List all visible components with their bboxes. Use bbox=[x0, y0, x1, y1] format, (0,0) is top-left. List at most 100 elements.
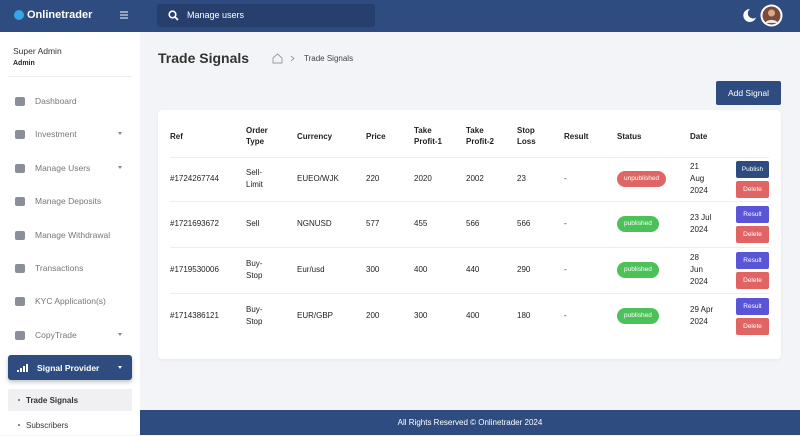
cell-text: - bbox=[564, 265, 567, 274]
date: 29 Apr 2024 bbox=[690, 305, 714, 327]
cell: Result Delete bbox=[736, 292, 769, 339]
date: 23 Jul 2024 bbox=[690, 213, 712, 234]
nav-icon bbox=[15, 330, 25, 340]
nav-label: Dashboard bbox=[35, 96, 77, 106]
user-name: Super Admin bbox=[13, 46, 62, 56]
nav-item[interactable]: KYC Application(s) bbox=[14, 293, 132, 309]
avatar[interactable] bbox=[760, 4, 783, 27]
cell: - bbox=[564, 246, 617, 293]
cell: 23 bbox=[517, 156, 564, 201]
nav-item[interactable]: CopyTrade bbox=[14, 327, 132, 343]
action-button[interactable]: Result bbox=[736, 205, 769, 223]
bullet bbox=[18, 424, 20, 426]
action-button[interactable]: Delete bbox=[736, 317, 769, 335]
cell: 400 bbox=[466, 292, 517, 339]
top-bar bbox=[0, 0, 800, 32]
cell-text: 566 bbox=[517, 219, 531, 228]
column-header bbox=[736, 118, 769, 157]
cell-text: 400 bbox=[414, 265, 428, 274]
cell: EUEO/WJK bbox=[297, 156, 366, 201]
divider bbox=[8, 76, 132, 77]
cell-text: - bbox=[564, 174, 567, 183]
table-row: #1724267744 Sell-Limit EUEO/WJK 220 2020 2002… bbox=[170, 156, 769, 201]
cell: - bbox=[564, 200, 617, 247]
nav-icon bbox=[15, 129, 25, 139]
cell: 566 bbox=[517, 200, 564, 247]
breadcrumb-icons bbox=[272, 53, 295, 64]
action-button[interactable]: Result bbox=[736, 297, 769, 315]
column-header: Take Profit-2 bbox=[466, 118, 517, 157]
brand-name: Onlinetrader bbox=[27, 9, 93, 21]
nav-icon bbox=[15, 196, 25, 206]
cell: 566 bbox=[466, 200, 517, 247]
action-button[interactable]: Delete bbox=[736, 271, 769, 289]
date: 28 Jun 2024 bbox=[690, 253, 708, 286]
submenu-item[interactable]: Subscribers bbox=[8, 414, 132, 436]
user-role: Admin bbox=[13, 60, 35, 67]
search-icon bbox=[168, 10, 179, 21]
column-header: Take Profit-1 bbox=[414, 118, 466, 157]
search-box[interactable]: Manage users bbox=[157, 4, 375, 27]
brand-icon bbox=[14, 10, 24, 20]
action-button[interactable]: Delete bbox=[736, 225, 769, 243]
nav-icon bbox=[15, 230, 25, 240]
cell: 2020 bbox=[414, 156, 466, 201]
cell-text: Sell-Limit bbox=[246, 168, 263, 189]
dark-mode-toggle[interactable] bbox=[741, 7, 757, 23]
action-button[interactable]: Publish bbox=[736, 160, 769, 178]
add-signal-button[interactable]: Add Signal bbox=[716, 81, 781, 105]
nav-active[interactable]: Signal Provider bbox=[8, 355, 132, 380]
nav-item[interactable]: Manage Deposits bbox=[14, 193, 132, 209]
cell: #1721693672 bbox=[170, 200, 246, 247]
caret bbox=[118, 166, 122, 169]
status-badge: published bbox=[617, 216, 659, 232]
nav-item[interactable]: Dashboard bbox=[14, 93, 132, 109]
nav-icon bbox=[15, 163, 25, 173]
column-label: Ref bbox=[170, 131, 183, 141]
submenu-item[interactable]: Trade Signals bbox=[8, 389, 132, 411]
cell: published bbox=[617, 246, 690, 293]
nav-item[interactable]: Investment bbox=[14, 126, 132, 142]
nav-label: Investment bbox=[35, 129, 77, 139]
column-label: Result bbox=[564, 131, 589, 141]
nav-item[interactable]: Manage Withdrawal bbox=[14, 227, 132, 243]
column-header: Date bbox=[690, 118, 736, 157]
column-label: Price bbox=[366, 131, 386, 141]
action-button[interactable]: Result bbox=[736, 251, 769, 269]
cell-text: 440 bbox=[466, 265, 480, 274]
cell-text: EUEO/WJK bbox=[297, 174, 339, 183]
brand[interactable]: Onlinetrader bbox=[14, 9, 92, 21]
menu-toggle[interactable] bbox=[119, 10, 129, 20]
cell: published bbox=[617, 200, 690, 247]
cell: Eur/usd bbox=[297, 246, 366, 293]
status-badge: unpublished bbox=[617, 171, 667, 187]
cell: unpublished bbox=[617, 156, 690, 201]
nav-item[interactable]: Transactions bbox=[14, 260, 132, 276]
cell: Result Delete bbox=[736, 246, 769, 293]
cell-text: #1719530006 bbox=[170, 265, 219, 274]
table-row: #1719530006 Buy-Stop Eur/usd 300 400 440 290 - p… bbox=[170, 246, 769, 293]
nav-item[interactable]: Manage Users bbox=[14, 160, 132, 176]
submenu-label: Subscribers bbox=[26, 420, 69, 430]
cell: Sell bbox=[246, 200, 297, 247]
action-button[interactable]: Delete bbox=[736, 180, 769, 198]
column-header: Result bbox=[564, 118, 617, 157]
cell-text: 577 bbox=[366, 219, 380, 228]
column-header: Stop Loss bbox=[517, 118, 564, 157]
caret bbox=[118, 366, 122, 369]
date: 21 Aug 2024 bbox=[690, 162, 708, 195]
nav-label: Transactions bbox=[35, 263, 84, 273]
cell-text: 455 bbox=[414, 219, 428, 228]
cell-text: 220 bbox=[366, 174, 380, 183]
cell: 2002 bbox=[466, 156, 517, 201]
column-label: Order Type bbox=[246, 126, 268, 147]
cell: 577 bbox=[366, 200, 414, 247]
page-title: Trade Signals bbox=[158, 50, 250, 66]
cell: Publish Delete bbox=[736, 156, 769, 201]
breadcrumb[interactable]: Trade Signals bbox=[304, 54, 354, 63]
column-label: Take Profit-2 bbox=[466, 126, 494, 147]
cell: 290 bbox=[517, 246, 564, 293]
footer: All Rights Reserved © Onlinetrader 2024 bbox=[140, 410, 800, 435]
column-label: Stop Loss bbox=[517, 126, 536, 147]
cell-text: 180 bbox=[517, 311, 531, 321]
